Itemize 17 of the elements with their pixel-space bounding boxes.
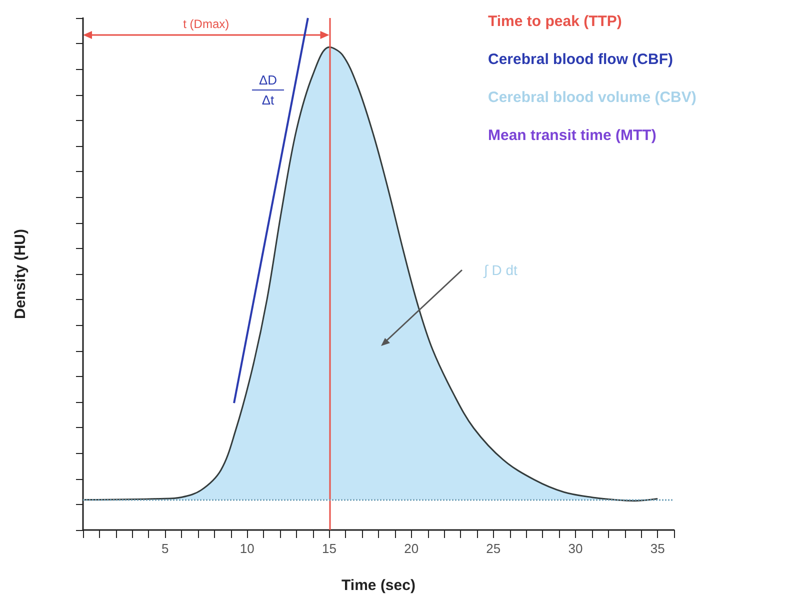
annotation: Time to peak (TTP) — [488, 13, 622, 30]
x-tick-label: 20 — [404, 541, 419, 556]
annotation: Cerebral blood flow (CBF) — [488, 51, 673, 68]
x-tick-label: 25 — [486, 541, 501, 556]
x-axis-title: Time (sec) — [342, 577, 416, 594]
annotation: Δt — [262, 92, 275, 108]
annotation: t (Dmax) — [183, 17, 230, 31]
annotation: ∫ D dt — [483, 262, 518, 278]
x-tick-label: 15 — [322, 541, 336, 556]
x-tick-label: 10 — [240, 541, 254, 556]
annotation: ΔD — [258, 72, 278, 88]
annotation: Mean transit time (MTT) — [488, 127, 656, 144]
x-tick-label: 35 — [650, 541, 665, 556]
x-tick-label: 30 — [568, 541, 583, 556]
annotation: Cerebral blood volume (CBV) — [488, 89, 696, 106]
x-tick-label: 5 — [161, 541, 169, 556]
y-axis-title: Density (HU) — [12, 228, 29, 320]
